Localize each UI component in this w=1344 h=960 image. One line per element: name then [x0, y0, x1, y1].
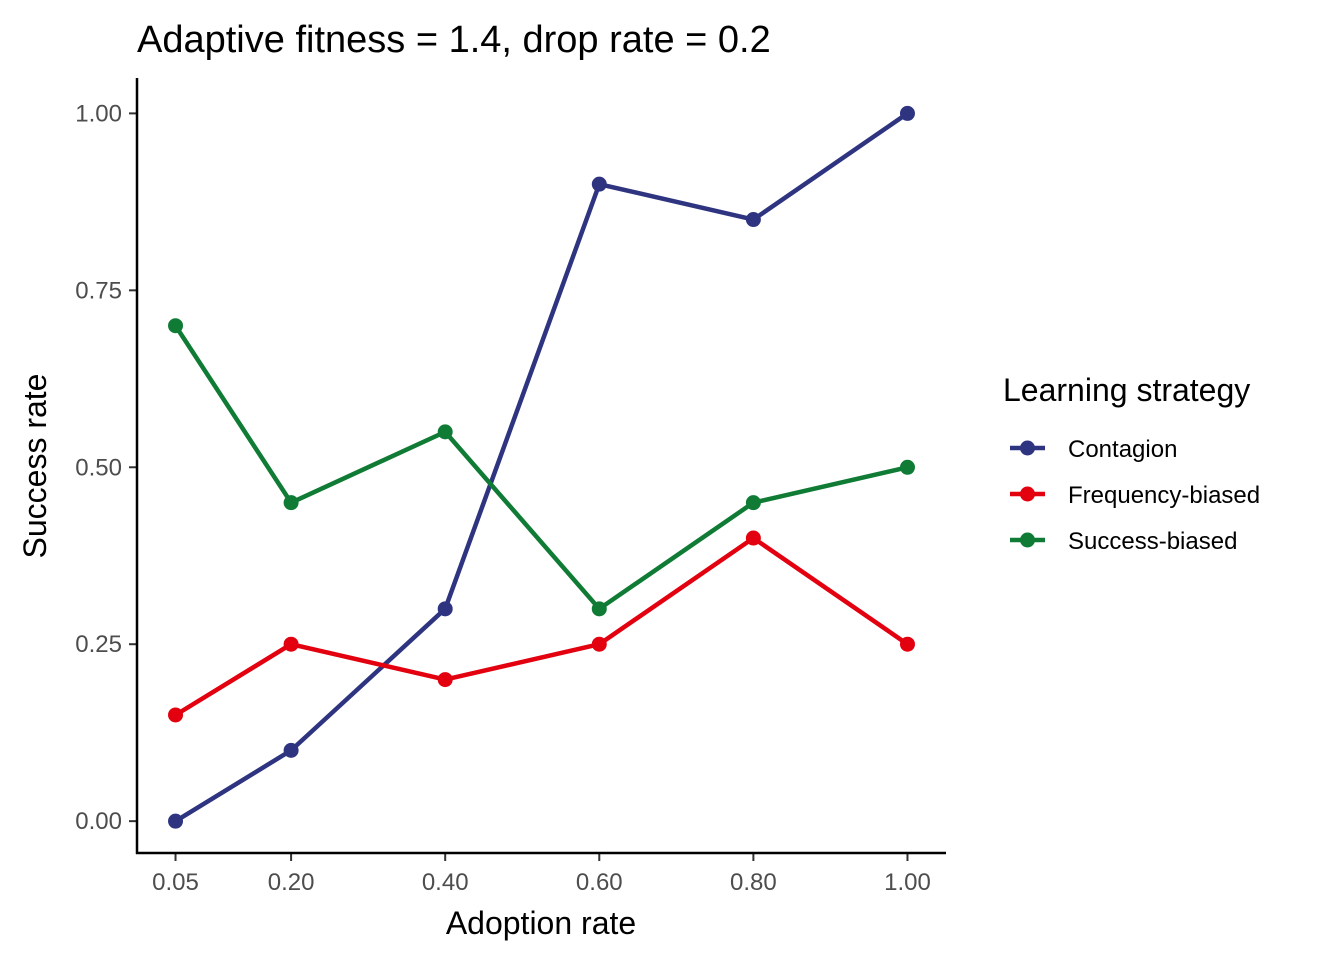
y-axis-title: Success rate [17, 374, 53, 559]
data-point [745, 212, 761, 228]
y-tick-label: 1.00 [75, 100, 122, 127]
series-layer [168, 105, 915, 829]
legend-item: Frequency-biased [1010, 482, 1260, 509]
series-line [173, 324, 908, 612]
data-point [591, 601, 607, 617]
data-point [168, 707, 184, 723]
series-line [174, 535, 909, 717]
legend-key-point [1020, 532, 1035, 548]
data-point [745, 495, 761, 511]
x-tick-label: 0.40 [422, 869, 469, 896]
data-point [899, 105, 915, 121]
y-tick-label: 0.00 [75, 808, 122, 835]
y-axis-ticks: 0.00 0.25 0.50 0.75 1.00 [75, 100, 137, 835]
series-success-biased [168, 318, 915, 617]
legend-item: Success-biased [1010, 528, 1237, 555]
data-point [168, 318, 184, 334]
data-point [437, 424, 453, 440]
x-axis-title: Adoption rate [446, 905, 636, 941]
x-tick-label: 0.20 [268, 869, 315, 896]
legend-label: Frequency-biased [1068, 482, 1260, 509]
x-tick-label: 1.00 [884, 869, 931, 896]
y-tick-label: 0.75 [75, 277, 122, 304]
legend-label: Contagion [1068, 436, 1177, 463]
data-point [899, 636, 915, 652]
x-tick-label: 0.05 [152, 869, 199, 896]
x-tick-label: 0.80 [730, 869, 777, 896]
legend-label: Success-biased [1068, 528, 1237, 555]
data-point [437, 672, 453, 688]
chart-title: Adaptive fitness = 1.4, drop rate = 0.2 [137, 19, 771, 61]
data-point [591, 636, 607, 652]
legend-key-point [1020, 440, 1035, 456]
data-point [745, 530, 761, 546]
x-axis-ticks: 0.05 0.20 0.40 0.60 0.80 1.00 [152, 853, 931, 896]
data-point [283, 742, 299, 758]
y-tick-label: 0.25 [75, 631, 122, 658]
x-tick-label: 0.60 [576, 869, 623, 896]
data-point [283, 636, 299, 652]
series-contagion [168, 105, 915, 829]
legend-title: Learning strategy [1003, 372, 1250, 408]
data-point [283, 495, 299, 511]
data-point [591, 176, 607, 192]
legend-key-point [1020, 486, 1035, 502]
data-point [168, 813, 184, 829]
y-tick-label: 0.50 [75, 454, 122, 481]
data-point [899, 459, 915, 475]
series-line [174, 111, 909, 824]
series-frequency-biased [168, 530, 915, 723]
data-point [437, 601, 453, 617]
legend-items: Contagion Frequency-biased Success-biased [1010, 436, 1260, 555]
legend-item: Contagion [1010, 436, 1177, 463]
legend: Learning strategy Contagion Frequency-bia… [1003, 372, 1260, 555]
